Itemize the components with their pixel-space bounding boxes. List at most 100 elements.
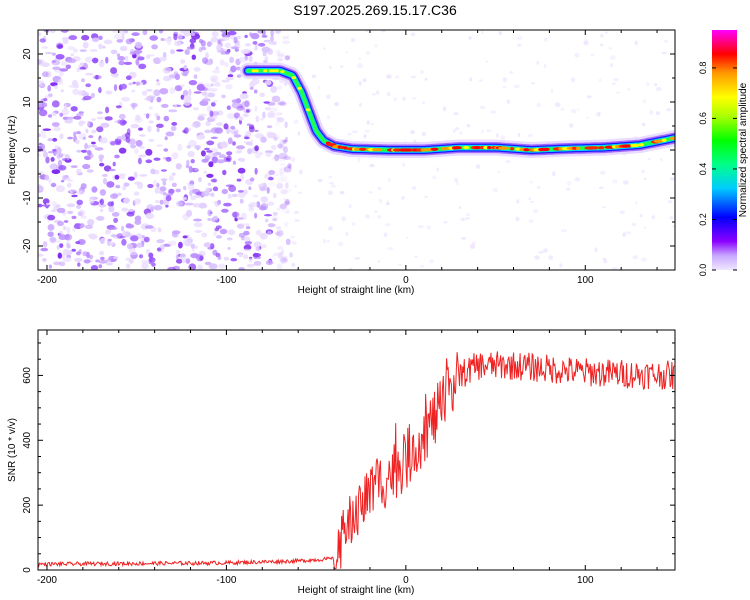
noise-speckle — [527, 133, 533, 138]
noise-speckle — [267, 223, 276, 228]
noise-speckle — [515, 216, 520, 222]
noise-speckle — [227, 112, 235, 120]
noise-speckle — [212, 152, 218, 157]
noise-speckle — [660, 158, 663, 162]
noise-speckle — [174, 40, 182, 47]
noise-speckle — [129, 51, 137, 55]
noise-speckle — [76, 204, 82, 209]
noise-speckle — [207, 209, 213, 217]
noise-speckle — [58, 152, 64, 158]
noise-speckle — [341, 216, 346, 222]
noise-speckle — [207, 182, 212, 186]
noise-speckle — [205, 120, 211, 127]
noise-speckle — [276, 117, 285, 123]
noise-speckle — [509, 71, 514, 74]
noise-speckle — [55, 185, 65, 193]
noise-speckle — [125, 132, 131, 139]
noise-speckle — [345, 232, 349, 236]
noise-speckle — [224, 42, 231, 48]
noise-speckle — [280, 175, 288, 181]
noise-speckle — [112, 74, 119, 78]
noise-speckle — [85, 92, 89, 96]
noise-speckle — [227, 193, 232, 199]
noise-speckle — [426, 225, 432, 230]
noise-speckle — [103, 39, 113, 45]
noise-speckle — [543, 37, 548, 42]
noise-speckle — [632, 255, 638, 260]
noise-speckle — [612, 179, 618, 184]
noise-speckle — [51, 201, 58, 207]
noise-speckle — [221, 79, 230, 83]
noise-speckle — [146, 95, 156, 99]
noise-speckle — [279, 139, 284, 144]
noise-speckle — [327, 190, 334, 196]
noise-speckle — [147, 183, 154, 189]
noise-speckle — [207, 218, 212, 221]
noise-speckle — [45, 156, 50, 164]
noise-speckle — [191, 124, 195, 128]
noise-speckle — [370, 122, 374, 126]
noise-speckle — [56, 245, 60, 250]
noise-speckle — [275, 234, 281, 240]
noise-speckle — [206, 150, 213, 153]
noise-speckle — [156, 239, 165, 244]
track-hotspot — [254, 69, 259, 73]
noise-speckle — [608, 46, 612, 50]
noise-speckle — [49, 236, 57, 243]
noise-speckle — [47, 151, 55, 154]
noise-speckle — [326, 239, 331, 243]
noise-speckle — [38, 133, 41, 137]
noise-speckle — [202, 57, 208, 64]
noise-speckle — [168, 188, 175, 194]
noise-speckle — [517, 132, 521, 138]
noise-speckle — [187, 183, 195, 191]
noise-speckle — [57, 252, 62, 259]
noise-speckle — [163, 115, 170, 122]
noise-speckle — [323, 47, 326, 50]
noise-speckle — [277, 57, 284, 62]
noise-speckle — [89, 49, 98, 52]
noise-speckle — [414, 255, 418, 258]
noise-speckle — [47, 138, 53, 142]
noise-speckle — [38, 203, 43, 208]
noise-speckle — [286, 34, 289, 40]
noise-speckle — [194, 168, 198, 171]
noise-speckle — [175, 254, 179, 260]
colorbar-label: Normalized spectral amplitude — [738, 82, 749, 217]
noise-speckle — [193, 91, 202, 94]
noise-speckle — [192, 202, 200, 208]
noise-speckle — [204, 147, 210, 151]
noise-speckle — [497, 170, 501, 174]
noise-speckle — [271, 215, 279, 219]
noise-speckle — [264, 106, 271, 111]
noise-speckle — [298, 191, 303, 194]
noise-speckle — [600, 170, 606, 175]
noise-speckle — [481, 30, 484, 35]
noise-speckle — [88, 135, 94, 139]
noise-speckle — [227, 74, 234, 78]
noise-speckle — [186, 46, 195, 50]
noise-speckle — [175, 188, 181, 193]
noise-speckle — [665, 108, 672, 112]
noise-speckle — [273, 136, 278, 141]
noise-speckle — [58, 165, 67, 171]
snr-frame — [37, 329, 676, 571]
noise-speckle — [236, 35, 242, 40]
noise-speckle — [217, 256, 222, 260]
noise-speckle — [212, 69, 221, 74]
noise-speckle — [242, 248, 251, 252]
noise-speckle — [57, 44, 64, 49]
noise-speckle — [205, 52, 209, 59]
noise-speckle — [281, 261, 285, 265]
noise-speckle — [278, 79, 285, 84]
noise-speckle — [90, 92, 95, 99]
noise-speckle — [50, 157, 55, 162]
noise-speckle — [215, 44, 223, 51]
noise-speckle — [283, 153, 288, 161]
noise-speckle — [86, 251, 90, 259]
noise-speckle — [352, 130, 358, 134]
noise-speckle — [226, 151, 233, 156]
noise-speckle — [51, 100, 60, 108]
noise-speckle — [108, 168, 116, 172]
